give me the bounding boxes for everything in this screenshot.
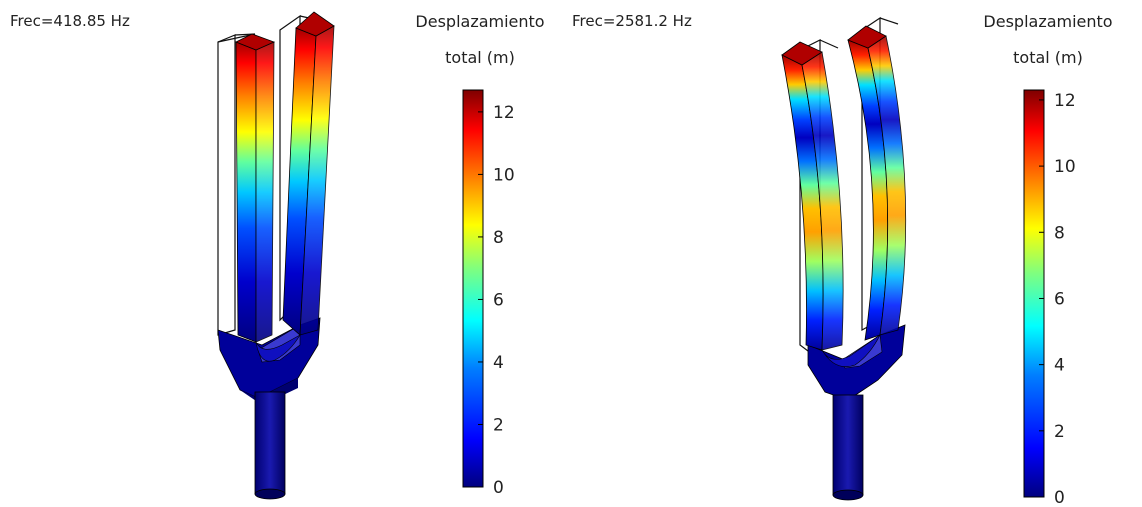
colorbar-ticks-2: 12 10 8 6 4 2 0 bbox=[1039, 91, 1076, 507]
colorbar-tick-label: 8 bbox=[493, 228, 504, 248]
colorbar-tick-label: 2 bbox=[1054, 422, 1065, 442]
colorbar-tick-label: 4 bbox=[493, 353, 504, 373]
colorbar-title-line1-1: Desplazamiento bbox=[415, 12, 545, 31]
colorbar-2: 12 10 8 6 4 2 0 bbox=[1023, 89, 1076, 507]
colorbar-tick-label: 12 bbox=[493, 103, 515, 123]
colorbar-1: 12 10 8 6 4 2 0 bbox=[462, 89, 515, 498]
colorbar-tick-label: 2 bbox=[493, 415, 504, 435]
frequency-label-1: Frec=418.85 Hz bbox=[10, 12, 130, 30]
tuning-fork-mode-1 bbox=[217, 11, 335, 500]
colorbar-tick-label: 8 bbox=[1054, 223, 1065, 243]
colorbar-gradient-1 bbox=[462, 89, 484, 488]
colorbar-tick-label: 6 bbox=[1054, 289, 1065, 309]
colorbar-title-line2-1: total (m) bbox=[445, 48, 515, 67]
colorbar-tick-label: 0 bbox=[1054, 488, 1065, 507]
colorbar-tick-label: 10 bbox=[493, 165, 515, 185]
colorbar-title-line2-2: total (m) bbox=[1013, 48, 1083, 67]
frequency-label-2: Frec=2581.2 Hz bbox=[572, 12, 692, 30]
colorbar-tick-label: 12 bbox=[1054, 91, 1076, 111]
colorbar-tick-label: 0 bbox=[493, 478, 504, 498]
colorbar-tick-label: 6 bbox=[493, 290, 504, 310]
tuning-fork-mode-2 bbox=[781, 16, 907, 501]
colorbar-gradient-2 bbox=[1023, 89, 1045, 498]
colorbar-title-line1-2: Desplazamiento bbox=[983, 12, 1113, 31]
colorbar-ticks-1: 12 10 8 6 4 2 0 bbox=[478, 103, 515, 498]
colorbar-tick-label: 4 bbox=[1054, 356, 1065, 376]
colorbar-tick-label: 10 bbox=[1054, 157, 1076, 177]
